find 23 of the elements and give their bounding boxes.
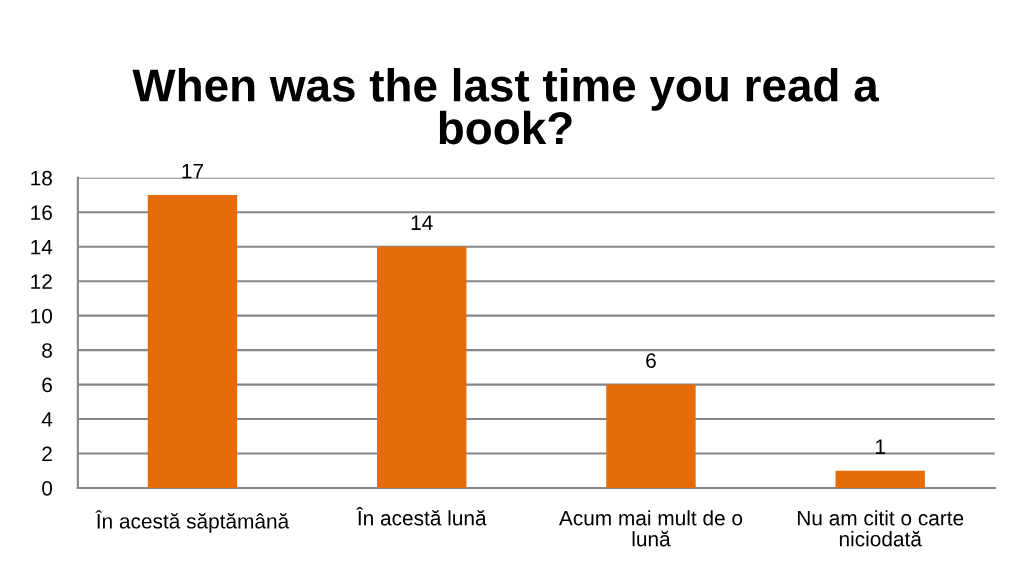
x-tick-label: În acestă săptămână	[95, 510, 290, 533]
bar	[147, 195, 238, 488]
data-label: 14	[411, 215, 433, 230]
y-tick-label: 12	[31, 274, 52, 289]
x-tick-label: Acum mai mult de o lună	[558, 510, 743, 547]
data-label: 17	[182, 163, 204, 179]
y-tick-label: 0	[42, 480, 53, 496]
y-tick-label: 14	[31, 239, 53, 255]
bar	[835, 470, 925, 488]
bar	[377, 246, 467, 488]
y-tick-label: 8	[42, 343, 52, 358]
x-tick-label: Nu am citit o carte niciodată	[797, 510, 964, 547]
y-tick-label: 2	[42, 446, 52, 462]
bar	[606, 384, 696, 488]
chart-title: When was the last time you read a book?	[132, 68, 879, 145]
y-tick-label: 4	[41, 412, 53, 427]
y-tick-label: 18	[31, 170, 52, 186]
y-tick-label: 10	[31, 308, 53, 324]
x-tick-label: În acestă lună	[356, 507, 487, 526]
y-tick-label: 6	[42, 377, 52, 393]
y-tick-label: 16	[31, 205, 52, 221]
data-label: 6	[646, 353, 656, 368]
data-label: 1	[876, 439, 885, 454]
